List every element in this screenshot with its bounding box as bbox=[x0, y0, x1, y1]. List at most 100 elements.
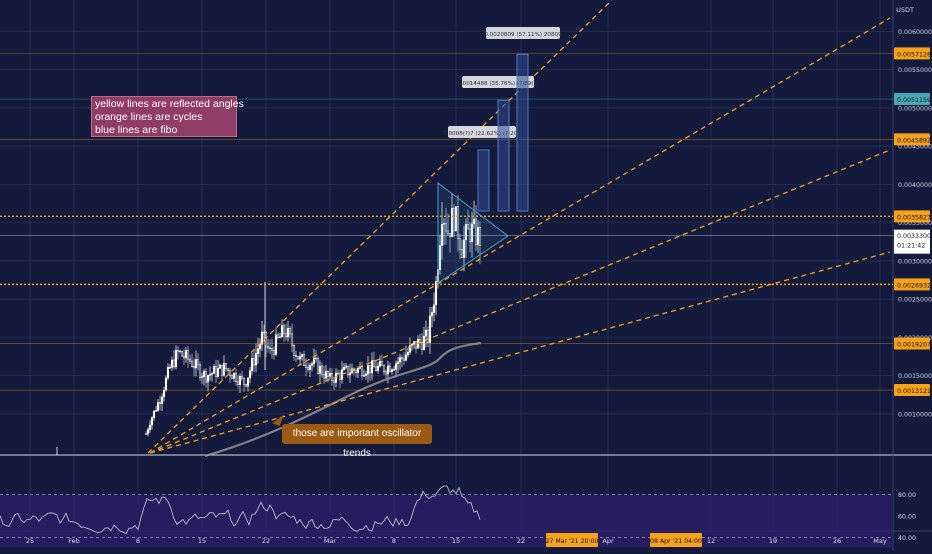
candle-body bbox=[272, 350, 276, 355]
candle-body bbox=[380, 361, 384, 366]
price-level-tag-6: 0.0013121 bbox=[894, 384, 931, 397]
candle-body bbox=[450, 207, 454, 238]
candle-body bbox=[324, 371, 328, 379]
candle-body bbox=[198, 364, 202, 378]
price-level-tag-text: 0.0019207 bbox=[897, 341, 931, 348]
annotation-oscillator-note[interactable]: those are important oscillator trends bbox=[282, 424, 432, 459]
candle-body bbox=[288, 328, 292, 335]
candle-body bbox=[180, 351, 184, 357]
candle-body bbox=[368, 365, 372, 374]
time-highlight-bg bbox=[546, 533, 598, 547]
axis-currency: USDT bbox=[896, 6, 914, 14]
candle-body bbox=[354, 370, 358, 373]
projection-label-text-0: 0.0008(?)7 (22.62%) (?)207 bbox=[443, 131, 521, 137]
candle-body bbox=[146, 429, 150, 435]
candle-body bbox=[328, 373, 332, 377]
candle-body bbox=[330, 373, 334, 381]
candle-body bbox=[414, 341, 418, 349]
price-tick-label: 0.0010000 bbox=[898, 411, 932, 418]
time-highlight-0: 27 Mar '21 20:00 bbox=[546, 533, 598, 547]
candle-body bbox=[240, 376, 244, 379]
time-highlight-1: 08 Apr '21 04:00 bbox=[650, 533, 702, 547]
projection-bar-1 bbox=[497, 99, 510, 212]
candle-body bbox=[228, 370, 232, 376]
candle-body bbox=[318, 365, 322, 374]
candle-body bbox=[412, 341, 416, 345]
candle-body bbox=[260, 331, 264, 345]
candle-body bbox=[214, 366, 218, 377]
candle-body bbox=[162, 389, 166, 398]
price-level-tag-bg bbox=[894, 93, 930, 106]
candle-body bbox=[220, 364, 224, 376]
candle-body bbox=[466, 224, 470, 230]
x-tick-label: 19 bbox=[769, 537, 777, 545]
candle-body bbox=[426, 329, 430, 343]
annotation-line-3: blue lines are fibo bbox=[95, 124, 178, 136]
candle-body bbox=[224, 363, 228, 370]
candle-body bbox=[342, 366, 346, 371]
projection-label-text-2: 0.0020809 (57.11%) 20809 bbox=[484, 32, 562, 38]
candle-body bbox=[448, 233, 452, 238]
candle-body bbox=[310, 363, 314, 366]
candle-body bbox=[284, 333, 288, 338]
price-level-tag-bg bbox=[894, 210, 930, 223]
candle-body bbox=[430, 312, 434, 317]
x-tick-label: 15 bbox=[452, 537, 460, 545]
price-level-tag-text: 0.0013121 bbox=[897, 388, 931, 395]
price-level-tag-bg bbox=[894, 337, 930, 350]
candle-body bbox=[300, 354, 304, 357]
candle-body bbox=[420, 341, 424, 350]
candle-body bbox=[210, 373, 214, 375]
x-tick-label: Mar bbox=[324, 537, 337, 545]
candle-body bbox=[332, 380, 336, 383]
candle-body bbox=[396, 361, 400, 364]
candle-body bbox=[304, 365, 308, 368]
candle-body bbox=[170, 359, 174, 368]
oscillator-tick-label: 40.00 bbox=[898, 535, 916, 542]
candle-body bbox=[176, 350, 180, 352]
candle-body bbox=[254, 353, 258, 366]
candle-body bbox=[432, 304, 436, 313]
candle-body bbox=[290, 333, 294, 346]
candle-body bbox=[400, 357, 404, 360]
candle-body bbox=[238, 376, 242, 385]
candle-body bbox=[264, 332, 268, 347]
candle-body bbox=[356, 368, 360, 373]
price-level-tag-0: 0.0057128 bbox=[894, 47, 931, 60]
cycle-trendline-0 bbox=[147, 0, 613, 454]
candle-body bbox=[440, 223, 444, 246]
candle-body bbox=[164, 377, 168, 391]
time-highlight-bg bbox=[650, 533, 702, 547]
candle-body bbox=[308, 365, 312, 370]
candle-body bbox=[178, 350, 182, 353]
annotation-angles-note[interactable]: yellow lines are reflected angles orange… bbox=[91, 96, 244, 137]
price-level-tag-text: 0.0026932 bbox=[897, 282, 931, 289]
candle-body bbox=[234, 372, 238, 383]
candle-body bbox=[206, 375, 210, 383]
candle-body bbox=[408, 345, 412, 353]
x-tick-label: 12 bbox=[707, 537, 715, 545]
candle-body bbox=[456, 206, 460, 240]
price-level-tag-2: 0.0045892 bbox=[894, 133, 931, 146]
price-level-tag-text: 0.0051159 bbox=[897, 97, 931, 104]
x-tick-label: 8 bbox=[392, 537, 396, 545]
candle-body bbox=[262, 331, 266, 334]
candle-body bbox=[226, 368, 230, 371]
candle-body bbox=[348, 372, 352, 376]
candle-body bbox=[476, 227, 480, 246]
x-tick-label: 26 bbox=[833, 537, 841, 545]
candle-body bbox=[378, 361, 382, 367]
candle-body bbox=[218, 364, 222, 369]
candle-body bbox=[158, 402, 162, 404]
candle-body bbox=[306, 367, 310, 370]
price-level-tag-3: 0.0035827 bbox=[894, 210, 931, 223]
candle-body bbox=[322, 374, 326, 379]
candle-body bbox=[346, 365, 350, 376]
cycle-trendline-3 bbox=[149, 251, 891, 454]
candle-body bbox=[184, 350, 188, 359]
candle-body bbox=[252, 358, 256, 366]
candle-body bbox=[266, 345, 270, 349]
x-tick-label: 22 bbox=[517, 537, 525, 545]
